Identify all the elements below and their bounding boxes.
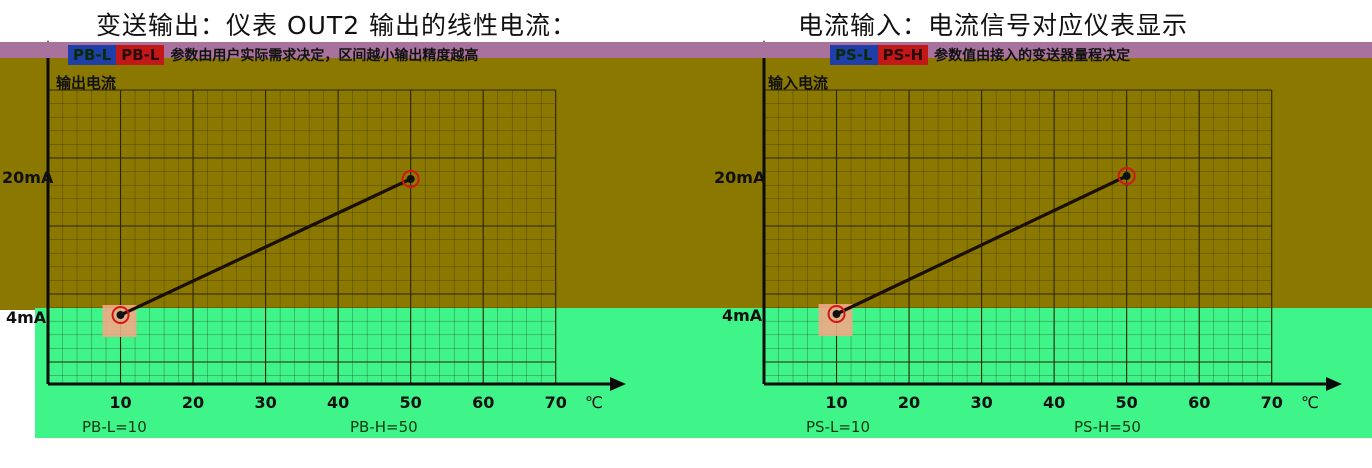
left-y-axis-label: 输出电流 <box>56 74 117 92</box>
left-tag-low: PB-L <box>68 45 117 65</box>
left-x-tick-label: 70 <box>545 393 567 412</box>
left-param-high: PB-H=50 <box>350 418 418 436</box>
right-data-line <box>835 174 1128 316</box>
right-tag-high: PS-H <box>877 45 929 65</box>
right-green-background <box>686 308 1372 438</box>
left-data-line <box>119 177 412 317</box>
left-marker-ring-high <box>401 170 420 188</box>
right-x-tick-label: 70 <box>1261 393 1283 412</box>
left-green-background <box>35 308 686 438</box>
right-chart-svg: 10 20 30 40 50 60 70 ℃ <box>686 40 1372 438</box>
right-marker-dot-low <box>832 310 841 318</box>
right-tag-low: PS-L <box>830 45 878 65</box>
left-olive-background <box>0 58 686 310</box>
left-y-tick-high: 20mA <box>2 168 54 187</box>
left-tag-high: PB-L <box>116 45 165 65</box>
right-note: 参数值由接入的变送器量程决定 <box>934 48 1131 64</box>
right-x-tick-label: 50 <box>1116 393 1138 412</box>
left-x-tick-label: 50 <box>400 393 422 412</box>
right-marker-dot-high <box>1122 172 1131 180</box>
right-x-tick-label: 60 <box>1188 393 1210 412</box>
left-note: 参数由用户实际需求决定，区间越小输出精度越高 <box>170 48 479 64</box>
left-y-tick-low: 4mA <box>6 308 47 327</box>
left-x-unit-label: ℃ <box>585 393 603 412</box>
left-x-tick-label: 60 <box>472 393 494 412</box>
right-legend: PS-L PS-H 参数值由接入的变送器量程决定 <box>830 44 1130 66</box>
right-param-low: PS-L=10 <box>806 418 870 436</box>
right-title: 电流输入：电流信号对应仪表显示 <box>798 11 1189 40</box>
right-y-tick-high: 20mA <box>714 168 766 187</box>
right-x-tick-label: 40 <box>1043 393 1065 412</box>
right-x-tick-label: 30 <box>970 393 992 412</box>
right-x-unit-label: ℃ <box>1301 393 1319 412</box>
right-y-tick-low: 4mA <box>722 306 763 325</box>
left-x-tick-label: 40 <box>327 393 349 412</box>
left-x-tick-label: 20 <box>182 393 204 412</box>
right-y-axis-label: 输入电流 <box>768 74 829 92</box>
left-param-low: PB-L=10 <box>82 418 147 436</box>
left-chart-svg: 10 20 30 40 50 60 70 ℃ <box>0 40 686 438</box>
left-marker-dot-high <box>406 175 415 183</box>
right-marker-ring-low <box>827 305 846 323</box>
right-param-high: PS-H=50 <box>1074 418 1141 436</box>
left-x-tick-label: 30 <box>254 393 276 412</box>
left-title: 变送输出：仪表 OUT2 输出的线性电流： <box>96 11 578 40</box>
right-x-axis-arrow <box>1326 377 1342 391</box>
left-x-tick-label: 10 <box>109 393 131 412</box>
right-olive-background <box>686 58 1372 310</box>
right-marker-ring-high <box>1117 167 1136 185</box>
left-x-axis-arrow <box>610 377 626 391</box>
right-x-tick-label: 20 <box>898 393 920 412</box>
right-diagram-panel: 10 20 30 40 50 60 70 ℃ 电流输入：电流信号对应仪表显示 PS-L PS-… <box>686 0 1372 468</box>
left-diagram-panel: 10 20 30 40 50 60 70 ℃ 变送输出：仪表 OUT2 输出的线性电流： PB… <box>0 11 686 438</box>
right-x-tick-label: 10 <box>825 393 847 412</box>
left-marker-ring-low <box>111 306 130 324</box>
left-legend: PB-L PB-L 参数由用户实际需求决定，区间越小输出精度越高 <box>68 44 478 66</box>
left-top-band <box>0 42 686 58</box>
left-marker-dot-low <box>116 311 125 319</box>
